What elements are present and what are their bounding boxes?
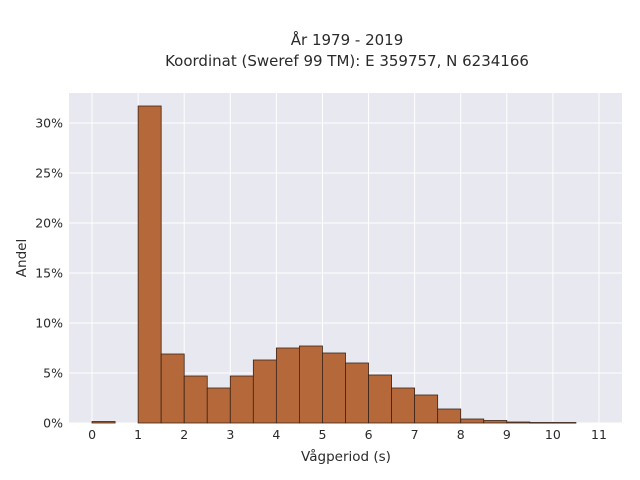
- y-tick-label: 20%: [35, 216, 63, 231]
- histogram-bar: [391, 387, 416, 424]
- chart-subtitle: Koordinat (Sweref 99 TM): E 359757, N 62…: [165, 52, 529, 70]
- y-tick-label: 5%: [43, 366, 63, 381]
- y-tick-label: 30%: [35, 116, 63, 131]
- x-tick-label: 5: [318, 427, 326, 442]
- x-axis-label: Vågperiod (s): [301, 448, 391, 465]
- y-tick-label: 10%: [35, 316, 63, 331]
- x-tick-label: 1: [134, 427, 142, 442]
- histogram-bar: [552, 422, 577, 424]
- histogram-bar: [322, 352, 346, 424]
- y-tick-label: 0%: [43, 416, 63, 431]
- histogram-bar: [137, 105, 162, 424]
- histogram-bars: [91, 105, 577, 424]
- x-axis-ticks: 0 1 2 3 4 5 6 7 8 9 10 11: [88, 427, 607, 442]
- y-tick-label: 25%: [35, 166, 63, 181]
- histogram-bar: [275, 347, 300, 424]
- x-tick-label: 11: [591, 427, 607, 442]
- x-tick-label: 4: [272, 427, 280, 442]
- histogram-bar: [414, 394, 439, 424]
- histogram-bar: [345, 362, 369, 424]
- histogram-bar: [229, 375, 254, 424]
- histogram-bar: [506, 421, 531, 424]
- y-axis-ticks: 0% 5% 10% 15% 20% 25% 30%: [35, 116, 63, 431]
- chart-title: År 1979 - 2019: [291, 30, 404, 49]
- x-tick-label: 2: [180, 427, 188, 442]
- histogram-bar: [91, 421, 116, 424]
- x-tick-label: 0: [88, 427, 96, 442]
- histogram-bar: [529, 422, 554, 424]
- x-tick-label: 6: [365, 427, 373, 442]
- x-tick-label: 7: [411, 427, 419, 442]
- y-axis-label: Andel: [14, 239, 30, 277]
- x-tick-label: 9: [503, 427, 511, 442]
- histogram-bar: [483, 420, 508, 424]
- histogram-bar: [206, 387, 231, 424]
- x-tick-label: 10: [545, 427, 561, 442]
- histogram-bar: [183, 375, 208, 424]
- x-tick-label: 8: [457, 427, 465, 442]
- histogram-bar: [460, 418, 485, 424]
- histogram-bar: [437, 408, 462, 424]
- histogram-bar: [368, 374, 392, 424]
- y-tick-label: 15%: [35, 266, 63, 281]
- x-tick-label: 3: [226, 427, 234, 442]
- histogram-bar: [160, 353, 185, 424]
- histogram-bar: [299, 345, 323, 424]
- histogram-bar: [252, 359, 277, 424]
